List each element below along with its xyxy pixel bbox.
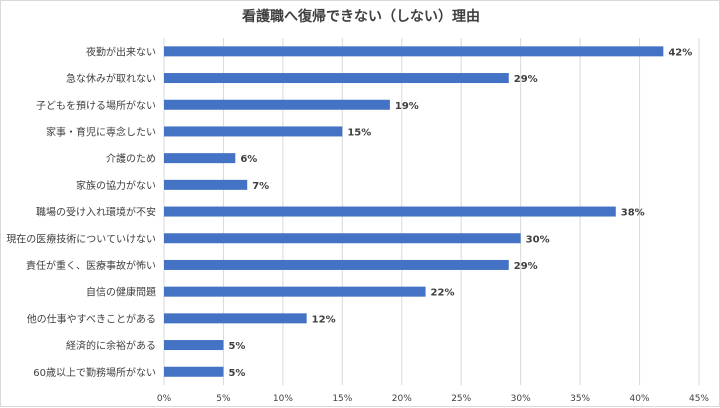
data-label: 22% bbox=[431, 288, 455, 299]
data-label: 5% bbox=[228, 341, 245, 352]
bar bbox=[164, 340, 224, 351]
data-label: 6% bbox=[240, 154, 257, 165]
chart-title: 看護職へ復帰できない（しない）理由 bbox=[241, 8, 480, 25]
category-label: 急な休みが取れない bbox=[66, 72, 156, 85]
bar bbox=[164, 366, 224, 377]
x-tick-label: 40% bbox=[630, 394, 650, 404]
bar bbox=[164, 313, 307, 324]
category-label: 責任が重く、医療事故が怖い bbox=[26, 259, 156, 272]
category-label: 夜勤が出来ない bbox=[86, 45, 156, 58]
x-tick-label: 10% bbox=[273, 394, 293, 404]
category-label: 他の仕事やすべきことがある bbox=[27, 312, 156, 325]
bar bbox=[164, 179, 248, 190]
bar bbox=[164, 259, 509, 270]
data-label: 30% bbox=[526, 234, 550, 245]
data-label: 7% bbox=[252, 181, 269, 192]
data-label: 38% bbox=[621, 208, 645, 219]
data-label: 12% bbox=[312, 314, 336, 325]
bar bbox=[164, 286, 426, 297]
data-labels: 42% 29% 19% 15% 6% 7% 38% 30% 29% 22% 12% 5% 5% bbox=[228, 47, 692, 378]
bar bbox=[164, 153, 236, 164]
category-label: 家事・育児に専念したい bbox=[46, 125, 156, 138]
x-tick-label: 20% bbox=[392, 394, 412, 404]
x-tick-label: 15% bbox=[332, 394, 352, 404]
category-label: 職場の受け入れ環境が不安 bbox=[36, 206, 156, 219]
x-tick-label: 0% bbox=[157, 394, 172, 404]
category-label: 経済的に余裕がある bbox=[66, 339, 156, 352]
bar bbox=[164, 126, 343, 137]
x-tick-label: 35% bbox=[570, 394, 590, 404]
category-label: 自信の健康問題 bbox=[86, 286, 156, 299]
bar bbox=[164, 73, 509, 84]
x-tick-label: 5% bbox=[216, 394, 231, 404]
x-tick-label: 30% bbox=[511, 394, 531, 404]
data-label: 29% bbox=[514, 261, 538, 272]
category-label: 60歳以上で勤務場所がない bbox=[33, 366, 156, 379]
category-label: 現在の医療技術についていけない bbox=[6, 232, 156, 245]
data-label: 42% bbox=[668, 47, 692, 58]
category-label: 家族の協力がない bbox=[76, 179, 156, 192]
data-label: 29% bbox=[514, 74, 538, 85]
data-label: 15% bbox=[347, 127, 371, 138]
data-label: 19% bbox=[395, 101, 419, 112]
bar bbox=[164, 206, 616, 217]
x-tick-label: 45% bbox=[689, 394, 709, 404]
bar bbox=[164, 233, 521, 244]
category-labels: 夜勤が出来ない急な休みが取れない子どもを預ける場所がない家事・育児に専念したい介… bbox=[6, 45, 156, 378]
x-tick-label: 25% bbox=[451, 394, 471, 404]
bars bbox=[164, 46, 664, 377]
bar bbox=[164, 99, 390, 110]
bar bbox=[164, 46, 664, 57]
category-label: 介護のため bbox=[106, 152, 156, 165]
x-tick-labels: 0% 5% 10% 15% 20% 25% 30% 35% 40% 45% bbox=[157, 394, 710, 404]
category-label: 子どもを預ける場所がない bbox=[36, 99, 156, 112]
data-label: 5% bbox=[228, 368, 245, 379]
